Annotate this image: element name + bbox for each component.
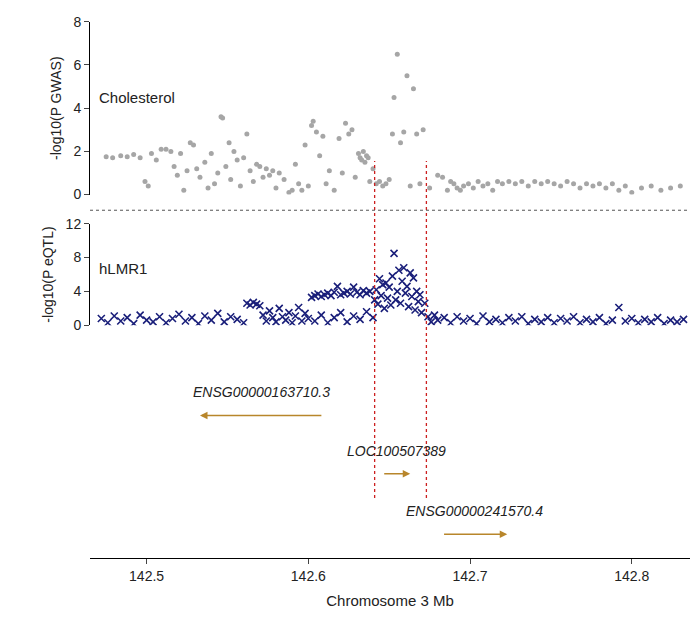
svg-text:hLMR1: hLMR1 (99, 260, 147, 277)
svg-text:142.6: 142.6 (291, 568, 326, 584)
svg-text:ENSG00000163710.3: ENSG00000163710.3 (193, 384, 330, 400)
svg-text:6: 6 (73, 57, 81, 73)
svg-text:0: 0 (73, 317, 81, 333)
svg-text:-log10(P eQTL): -log10(P eQTL) (40, 226, 56, 322)
svg-text:0: 0 (73, 186, 81, 202)
svg-text:ENSG00000241570.4: ENSG00000241570.4 (406, 503, 543, 519)
svg-text:142.5: 142.5 (129, 568, 164, 584)
svg-text:-log10(P GWAS): -log10(P GWAS) (48, 56, 64, 159)
svg-text:Chromosome 3 Mb: Chromosome 3 Mb (326, 592, 454, 609)
svg-text:8: 8 (73, 249, 81, 265)
svg-text:Cholesterol: Cholesterol (99, 89, 175, 106)
svg-text:142.8: 142.8 (614, 568, 649, 584)
svg-text:142.7: 142.7 (453, 568, 488, 584)
svg-text:4: 4 (73, 100, 81, 116)
svg-text:12: 12 (66, 216, 82, 232)
svg-text:4: 4 (73, 283, 81, 299)
svg-text:LOC100507389: LOC100507389 (347, 443, 446, 459)
svg-text:8: 8 (73, 14, 81, 30)
svg-text:2: 2 (73, 143, 81, 159)
